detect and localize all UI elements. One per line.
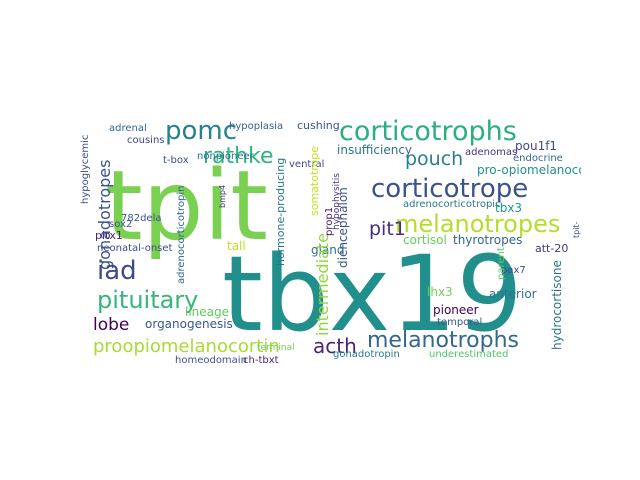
word-cushing: cushing (297, 119, 340, 132)
word-gonadotropin: gonadotropin (333, 349, 400, 360)
word-tpit: tpit (105, 150, 268, 262)
word-cortisol: cortisol (403, 233, 447, 247)
word-hypophysitis: hypophysitis (332, 173, 342, 230)
word-gland: gland (311, 243, 345, 257)
word-hypoglycemic: hypoglycemic (80, 134, 91, 204)
word-bmp4: bmp4 (218, 184, 227, 208)
word-tbx3: tbx3 (495, 201, 523, 215)
word-iad: iad (97, 256, 137, 286)
word-intermediate: insufficiency (337, 143, 413, 157)
word-tpit-small: tpit- (572, 221, 581, 238)
word-pituitary: pituitary (97, 286, 199, 314)
word-tbx19: tbx19 (222, 233, 523, 355)
word-acth: acth (313, 334, 357, 358)
word-parent: parent (496, 247, 507, 280)
word-anterior: anterior (489, 287, 537, 301)
word-cloud: tbx19 tpit corticotrophs corticotrope me… (75, 118, 581, 372)
word-adrenocorticotropin: adrenocorticotropin (176, 185, 187, 284)
word-sox2: sox2 (109, 219, 133, 230)
word-att-20: att-20 (535, 242, 569, 255)
word-terminal: terminal (257, 343, 295, 353)
word-ventral: ventral (289, 159, 325, 170)
word-somatotrope: somatotrope (308, 145, 321, 216)
word-782dela: 782dela (121, 213, 162, 224)
word-insufficiency: intermediate (313, 233, 332, 336)
word-pou1f1: pou1f1 (515, 139, 558, 153)
word-pouch: pouch (405, 148, 464, 170)
word-lineage: lineage (185, 305, 230, 319)
word-pax7: pax7 (501, 265, 526, 276)
word-lhx3: lhx3 (427, 285, 453, 299)
word-underestimated: underestimated (429, 349, 509, 360)
word-t-box: t-box (163, 155, 189, 166)
word-adrenal: adrenal (109, 123, 147, 134)
word-adenomas: adenomas (465, 147, 518, 158)
word-pomc: pomc (165, 118, 238, 146)
word-organogenesis: organogenesis (145, 317, 233, 331)
word-hypoplasia: hypoplasia (229, 121, 284, 132)
word-cousins: cousins (127, 135, 165, 146)
word-proopiomelanocortin: proopiomelanocortin (93, 336, 280, 357)
word-homeodomain: homeodomain (175, 355, 247, 366)
word-pitx1: pitx1 (95, 229, 123, 242)
word-gonadotropes: gonadotropes (95, 159, 114, 270)
word-melanotrophs: melanotrophs (367, 328, 519, 353)
word-pro-opiomelanocortin: pro-opiomelanocortin (477, 163, 581, 177)
word-pit1: pit1 (369, 218, 406, 240)
word-corticotrophs: corticotrophs (339, 118, 517, 147)
word-melanotropes: melanotropes (395, 210, 561, 238)
word-pioneer: pioneer (433, 303, 479, 317)
word-ch-tbxt: ch-tbxt (243, 355, 279, 366)
word-nonpioneer: nonpioneer (197, 151, 254, 162)
word-adrenocorticotropic: adrenocorticotropic (403, 199, 501, 210)
word-neonatal-onset: neonatal-onset (97, 243, 173, 254)
word-endocrine: endocrine (513, 153, 563, 164)
word-thyrotropes: thyrotropes (453, 233, 523, 247)
word-tall: tall (227, 239, 246, 253)
word-lobe: lobe (93, 315, 130, 335)
word-corticotrope: corticotrope (371, 174, 529, 204)
word-temporal: temporal (437, 317, 483, 328)
word-hormone-producing: hormone-producing (274, 157, 287, 266)
word-hydrocortisone: hydrocortisone (550, 260, 564, 350)
word-rathke: rathke (203, 144, 274, 169)
